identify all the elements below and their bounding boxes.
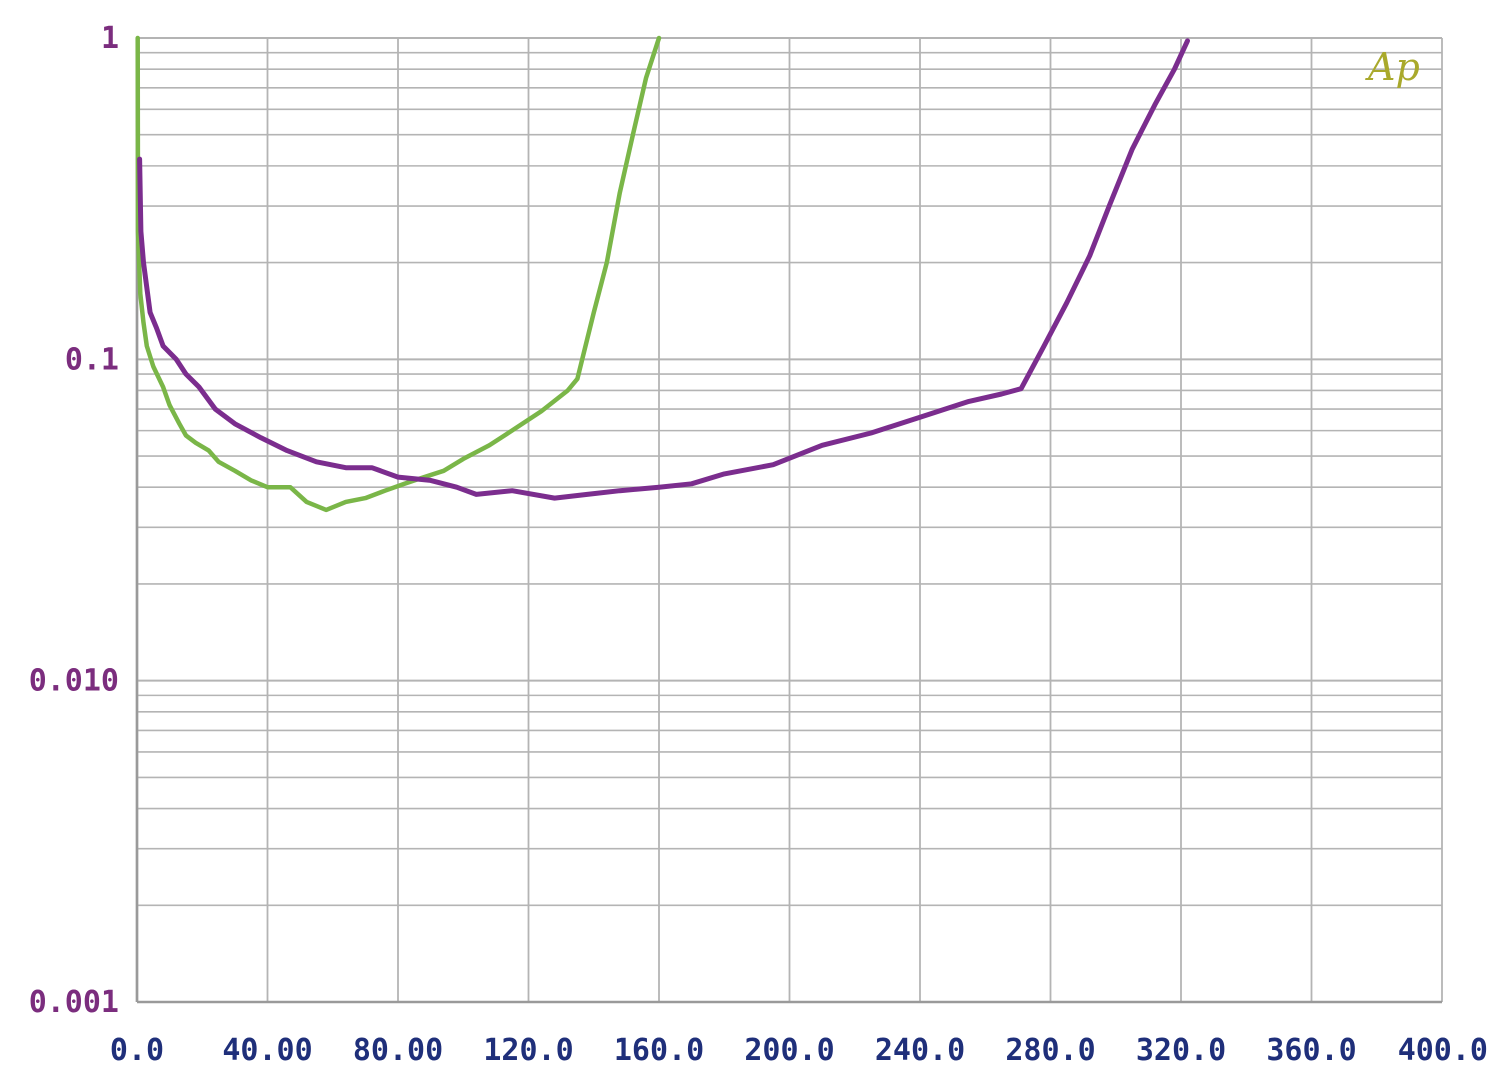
y-tick-label: 0.010 [29,664,119,699]
x-tick-label: 400.0 [1398,1033,1488,1068]
x-tick-label: 240.0 [875,1033,965,1068]
series-line-2 [137,38,1190,501]
x-tick-label: 200.0 [744,1033,834,1068]
x-tick-labels: 0.0 40.00 80.00 120.0 160.0 200.0 240.0 280.0 32… [110,1033,1488,1068]
x-tick-label: 120.0 [483,1033,573,1068]
y-tick-label: 0.001 [29,985,119,1020]
ap-logo-annotation: Ap [1365,45,1420,89]
series-line-1 [135,35,662,513]
x-tick-label: 0.0 [110,1033,164,1068]
x-tick-label: 280.0 [1005,1033,1095,1068]
x-tick-label: 360.0 [1266,1033,1356,1068]
y-tick-label: 0.1 [65,342,119,377]
x-tick-label: 320.0 [1136,1033,1226,1068]
grid-lines [135,37,1443,1004]
y-tick-label: 1 [101,21,119,56]
series-layer [135,35,1190,513]
x-tick-label: 80.00 [353,1033,443,1068]
y-tick-labels: 1 0.1 0.010 0.001 [29,21,119,1020]
x-tick-label: 40.00 [222,1033,312,1068]
x-tick-label: 160.0 [614,1033,704,1068]
